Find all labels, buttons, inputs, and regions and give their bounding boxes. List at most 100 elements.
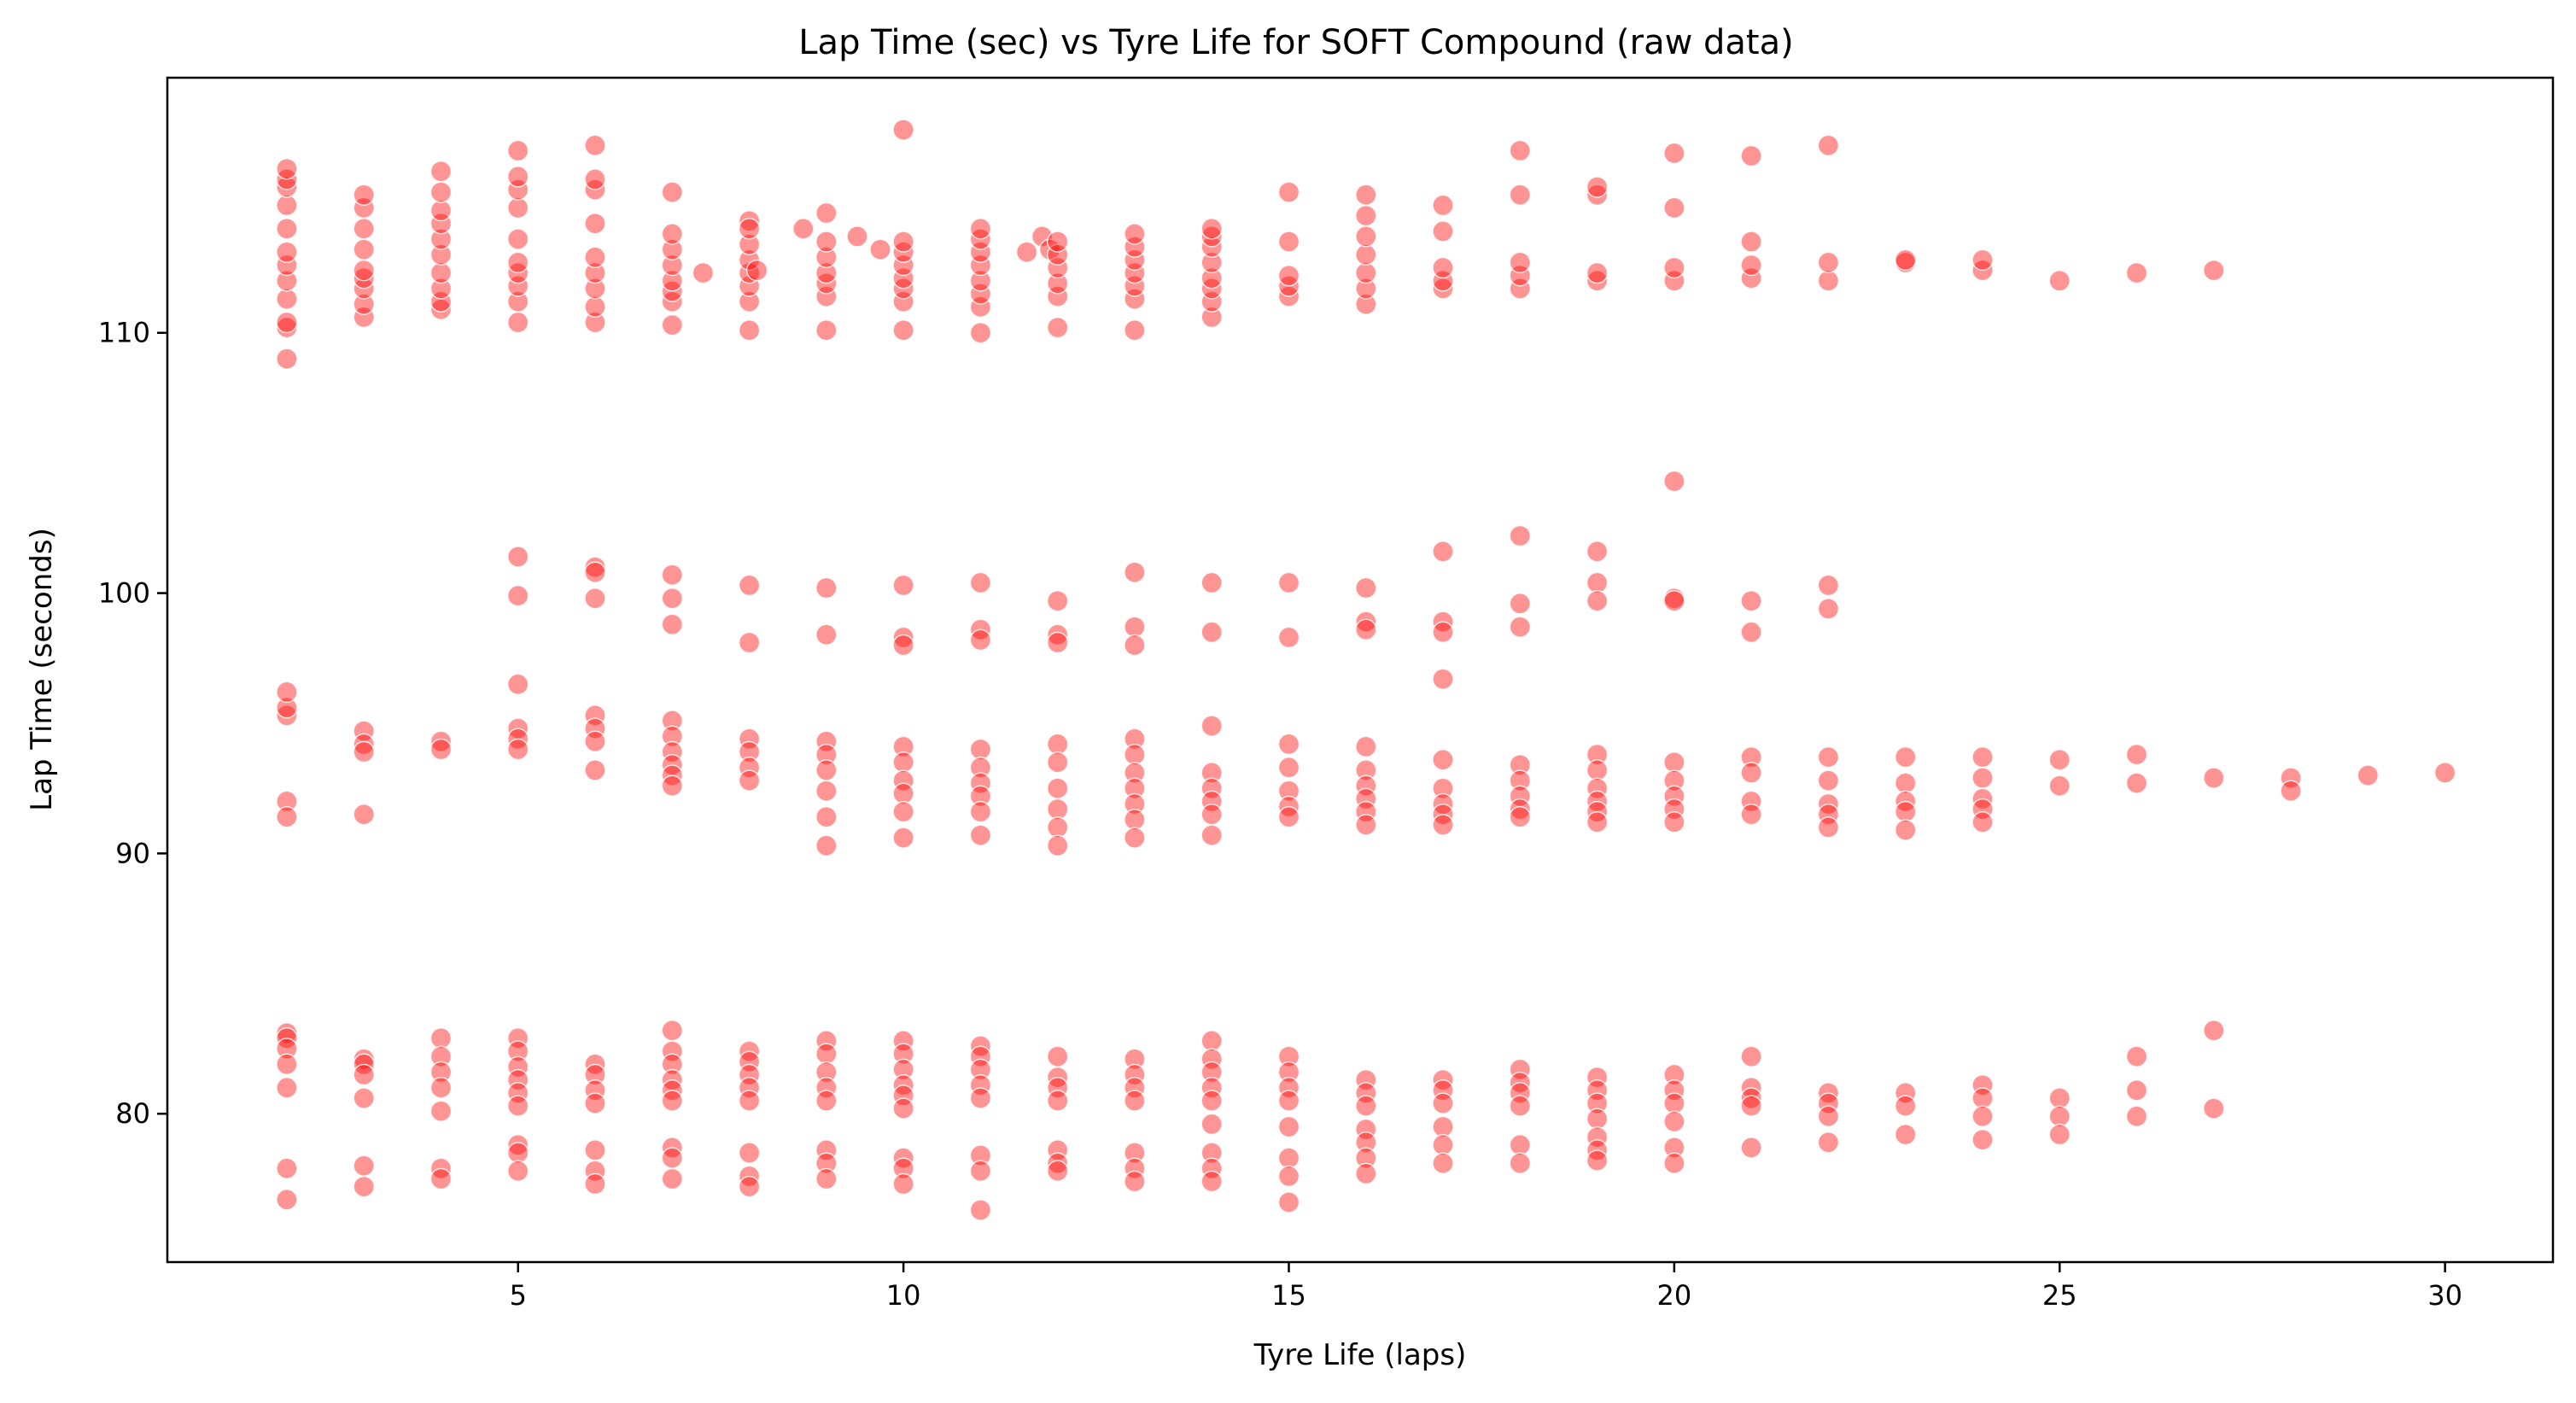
data-point (738, 218, 761, 240)
data-point (276, 805, 298, 828)
data-point (815, 202, 838, 225)
data-point (1894, 1095, 1917, 1117)
data-point (2125, 772, 2148, 794)
data-point (661, 775, 684, 797)
data-point (276, 288, 298, 310)
data-point (1971, 1105, 1994, 1128)
data-point (584, 168, 606, 190)
data-point (506, 251, 529, 274)
data-point (1586, 1108, 1609, 1131)
data-point (969, 1073, 992, 1096)
data-point (1971, 745, 1994, 769)
data-point (1124, 762, 1146, 784)
data-point (1432, 541, 1454, 563)
data-point (1740, 144, 1762, 167)
data-point (1586, 777, 1609, 799)
data-point (1200, 1030, 1223, 1052)
data-point (506, 673, 529, 696)
data-point (892, 800, 914, 823)
data-point (353, 266, 375, 289)
data-point (661, 313, 684, 336)
data-point (815, 1167, 838, 1190)
data-point (892, 827, 914, 849)
x-tick-label: 25 (2042, 1279, 2077, 1312)
data-point (1971, 1128, 1994, 1151)
data-point (1355, 1082, 1377, 1104)
data-point (1200, 306, 1223, 329)
data-point (429, 290, 453, 313)
data-point (661, 740, 684, 763)
data-point (815, 231, 838, 253)
data-point (1663, 751, 1685, 774)
data-point (506, 275, 529, 297)
data-point (429, 181, 453, 203)
data-point (429, 243, 453, 266)
data-point (1046, 834, 1069, 857)
data-point (1740, 762, 1762, 784)
data-point (353, 740, 375, 763)
data-point (1586, 811, 1609, 833)
data-point (1355, 243, 1377, 266)
data-point (353, 733, 375, 756)
data-point (276, 1077, 298, 1099)
data-point (1355, 759, 1377, 781)
data-point (1817, 816, 1840, 839)
data-point (1124, 1048, 1146, 1070)
data-point (1355, 800, 1377, 823)
data-point (584, 561, 606, 583)
data-point (815, 1152, 838, 1174)
data-point (661, 181, 684, 203)
data-point (815, 1090, 838, 1112)
data-point (1355, 1147, 1377, 1169)
data-point (815, 805, 838, 828)
data-point (1817, 1092, 1840, 1114)
data-point (1277, 1147, 1300, 1169)
data-point (1124, 1077, 1146, 1099)
data-point (869, 238, 891, 260)
data-point (892, 751, 914, 774)
data-point (738, 740, 761, 763)
data-point (2125, 1079, 2148, 1102)
data-point (1817, 769, 1840, 792)
data-point (584, 759, 606, 781)
data-point (1509, 139, 1532, 162)
data-point (1046, 1160, 1069, 1183)
data-point (1200, 1170, 1223, 1193)
data-point (969, 270, 992, 292)
data-point (2203, 259, 2225, 282)
data-point (969, 1160, 992, 1183)
data-point (1355, 611, 1377, 633)
data-point (2280, 767, 2302, 789)
data-point (661, 270, 684, 292)
data-point (1277, 805, 1300, 828)
data-point (1432, 777, 1454, 799)
data-point (1124, 248, 1146, 272)
data-point (1663, 270, 1685, 292)
data-point (1740, 621, 1762, 644)
data-point (1817, 574, 1840, 597)
data-point (1586, 184, 1609, 206)
data-point (1817, 745, 1840, 769)
data-point (892, 1043, 914, 1065)
data-point (506, 1160, 529, 1183)
data-point (1586, 759, 1609, 781)
data-point (892, 634, 914, 657)
data-point (353, 184, 375, 206)
y-tick-label: 110 (98, 317, 150, 349)
data-point (2125, 1045, 2148, 1067)
data-point (2048, 1087, 2071, 1109)
data-point (1509, 805, 1532, 828)
data-point (1200, 803, 1223, 826)
data-point (815, 759, 838, 781)
data-point (429, 278, 453, 300)
data-point (661, 1147, 684, 1169)
data-point (738, 631, 761, 654)
data-point (892, 782, 914, 805)
data-point (1200, 1142, 1223, 1164)
data-point (429, 1061, 453, 1084)
data-point (1432, 256, 1454, 279)
data-point (1509, 251, 1532, 274)
data-point (1740, 790, 1762, 813)
data-point (892, 266, 914, 289)
data-point (429, 199, 453, 222)
